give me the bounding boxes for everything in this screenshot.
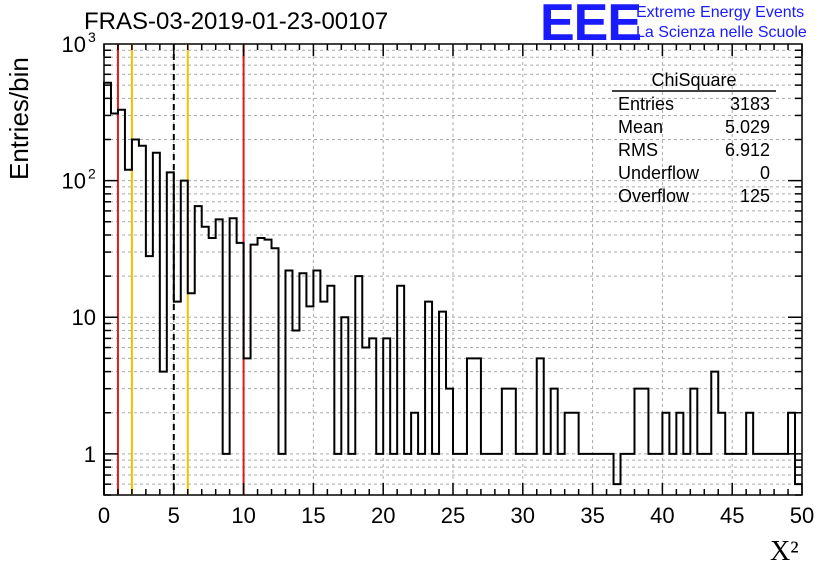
stats-label: Underflow bbox=[618, 163, 700, 183]
y-axis-label: Entries/bin bbox=[4, 57, 34, 180]
x-tick-label: 50 bbox=[790, 503, 814, 528]
x-tick-label: 40 bbox=[650, 503, 674, 528]
x-tick-label: 0 bbox=[98, 503, 110, 528]
stats-value: 3183 bbox=[730, 94, 770, 114]
y-tick-label-exponent: 3 bbox=[88, 29, 96, 45]
x-tick-label: 5 bbox=[168, 503, 180, 528]
y-tick-label: 1 bbox=[84, 442, 96, 467]
eee-logo: EEE bbox=[540, 0, 642, 52]
stats-value: 6.912 bbox=[725, 140, 770, 160]
stats-label: Overflow bbox=[618, 186, 690, 206]
y-tick-label: 10 bbox=[72, 305, 96, 330]
logo-line-1: Extreme Energy Events bbox=[636, 4, 805, 21]
x-tick-label: 35 bbox=[580, 503, 604, 528]
x-tick-label: 20 bbox=[371, 503, 395, 528]
axis-ticks bbox=[103, 44, 803, 496]
stats-value: 0 bbox=[760, 163, 770, 183]
stats-label: RMS bbox=[618, 140, 658, 160]
logo-line-2: La Scienza nelle Scuole bbox=[636, 24, 807, 41]
chart-title: FRAS-03-2019-01-23-00107 bbox=[84, 8, 389, 35]
x-tick-label: 45 bbox=[720, 503, 744, 528]
stats-title: ChiSquare bbox=[651, 70, 736, 90]
stats-label: Entries bbox=[618, 94, 674, 114]
y-tick-label-exponent: 2 bbox=[88, 166, 96, 182]
stats-box: ChiSquare Entries 3183 Mean 5.029 RMS 6.912 Un… bbox=[612, 70, 776, 206]
stats-value: 5.029 bbox=[725, 117, 770, 137]
x-tick-label: 25 bbox=[441, 503, 465, 528]
y-tick-label: 10 bbox=[62, 32, 86, 57]
stats-value: 125 bbox=[740, 186, 770, 206]
y-tick-label: 10 bbox=[62, 169, 86, 194]
x-tick-label: 15 bbox=[301, 503, 325, 528]
x-tick-label: 30 bbox=[511, 503, 535, 528]
stats-label: Mean bbox=[618, 117, 663, 137]
x-axis-label: X² bbox=[770, 536, 799, 567]
histogram-line bbox=[103, 81, 802, 495]
x-tick-label: 10 bbox=[231, 503, 255, 528]
